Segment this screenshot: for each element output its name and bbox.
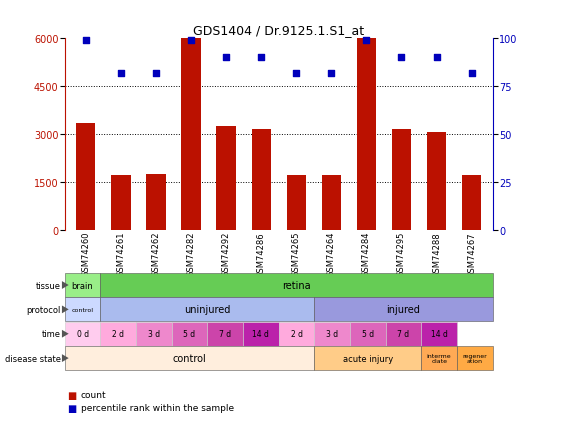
- Text: 2 d: 2 d: [291, 329, 302, 339]
- Bar: [146, 174, 166, 230]
- Text: retina: retina: [282, 280, 311, 290]
- Text: 14 d: 14 d: [431, 329, 448, 339]
- Text: 7 d: 7 d: [219, 329, 231, 339]
- Point: [117, 70, 126, 77]
- Text: 3 d: 3 d: [326, 329, 338, 339]
- Bar: [287, 176, 306, 230]
- Text: 7 d: 7 d: [397, 329, 409, 339]
- Point: [362, 37, 371, 44]
- Text: 2 d: 2 d: [112, 329, 124, 339]
- Text: time: time: [42, 329, 61, 339]
- Text: 5 d: 5 d: [184, 329, 195, 339]
- Text: control: control: [173, 353, 207, 363]
- Text: brain: brain: [72, 281, 93, 290]
- Text: 0 d: 0 d: [77, 329, 88, 339]
- Title: GDS1404 / Dr.9125.1.S1_at: GDS1404 / Dr.9125.1.S1_at: [193, 23, 364, 36]
- Bar: [216, 127, 236, 230]
- Point: [257, 55, 266, 62]
- Point: [151, 70, 160, 77]
- Text: regener
ation: regener ation: [462, 353, 487, 364]
- Text: injured: injured: [387, 305, 421, 315]
- Bar: [427, 133, 446, 230]
- Text: protocol: protocol: [26, 305, 61, 314]
- Bar: [392, 130, 411, 230]
- Text: count: count: [81, 390, 106, 399]
- Bar: [462, 176, 481, 230]
- Point: [186, 37, 195, 44]
- Text: ■: ■: [68, 403, 77, 413]
- Point: [467, 70, 476, 77]
- Text: ■: ■: [68, 390, 77, 400]
- Point: [81, 37, 90, 44]
- Text: disease state: disease state: [5, 354, 61, 363]
- Point: [222, 55, 231, 62]
- Bar: [357, 39, 376, 230]
- Text: percentile rank within the sample: percentile rank within the sample: [81, 403, 234, 412]
- Point: [292, 70, 301, 77]
- Point: [432, 55, 441, 62]
- Text: 14 d: 14 d: [252, 329, 269, 339]
- Text: control: control: [72, 307, 93, 312]
- Text: interme
diate: interme diate: [427, 353, 452, 364]
- Bar: [181, 39, 200, 230]
- Bar: [111, 176, 131, 230]
- Point: [397, 55, 406, 62]
- Bar: [76, 123, 96, 230]
- Bar: [252, 130, 271, 230]
- Text: 3 d: 3 d: [148, 329, 160, 339]
- Text: uninjured: uninjured: [184, 305, 231, 315]
- Bar: [321, 176, 341, 230]
- Text: 5 d: 5 d: [362, 329, 374, 339]
- Point: [327, 70, 336, 77]
- Text: tissue: tissue: [36, 281, 61, 290]
- Text: acute injury: acute injury: [343, 354, 393, 363]
